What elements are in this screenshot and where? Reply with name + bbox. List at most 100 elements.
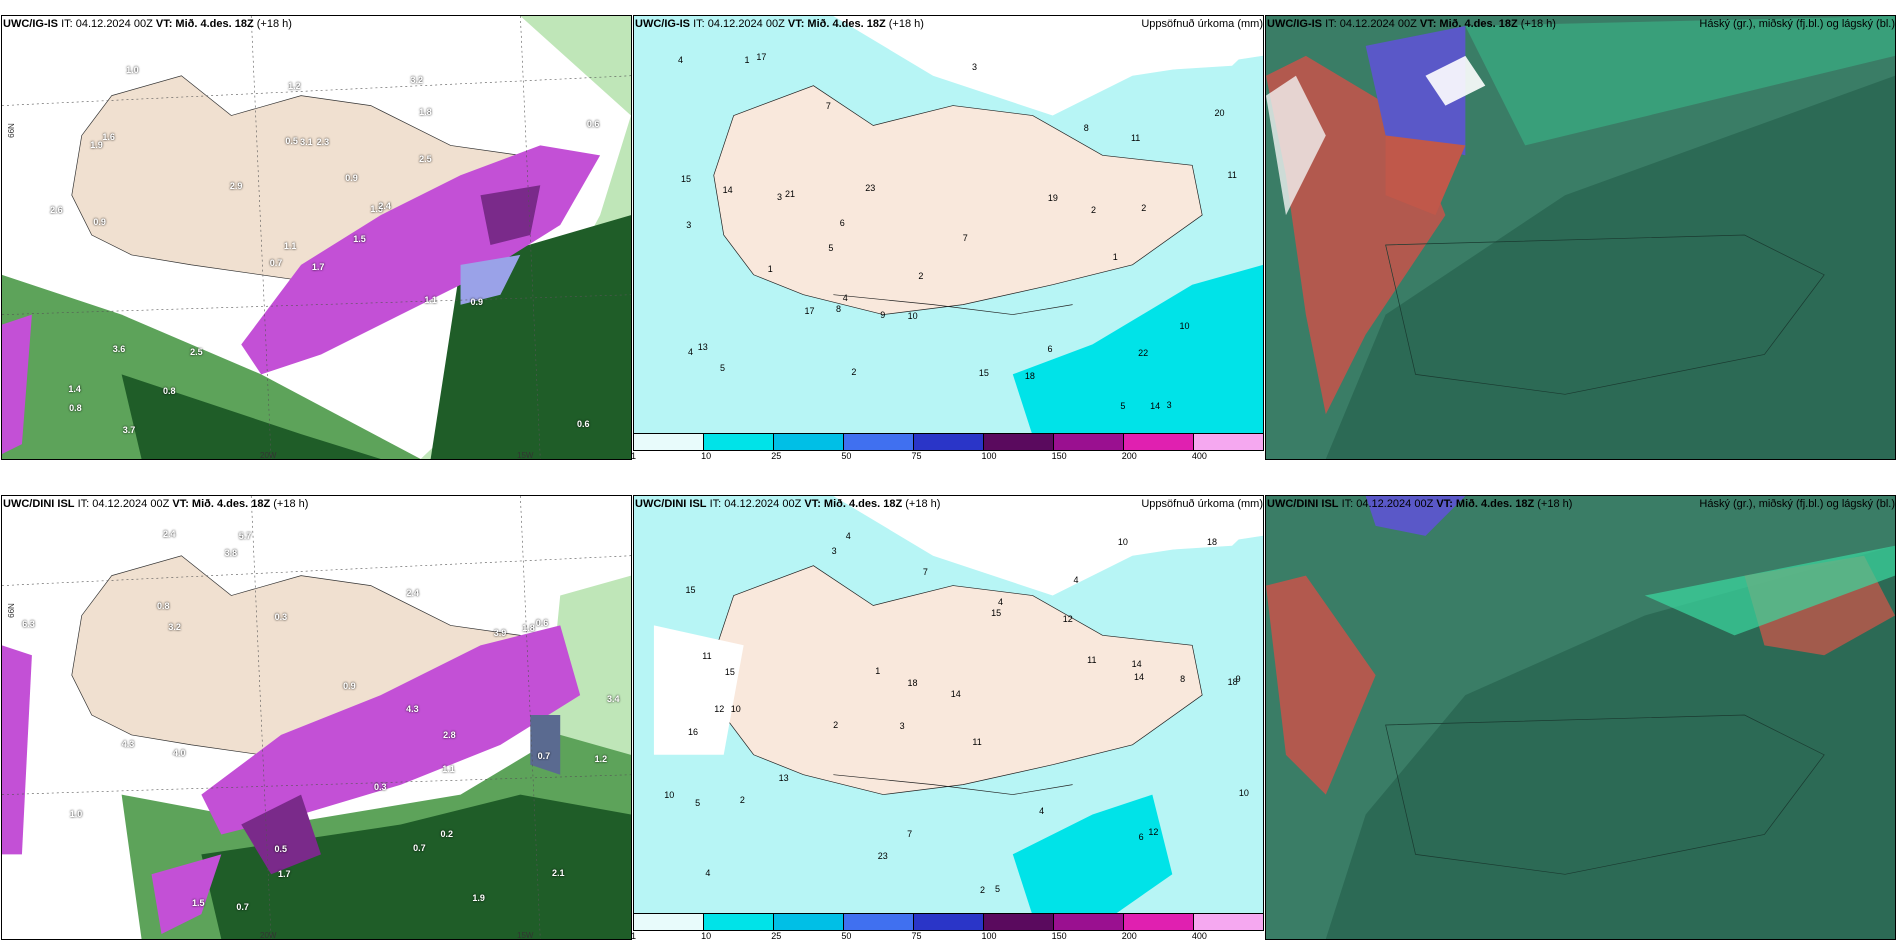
panel-header: UWC/DINI ISL IT: 04.12.2024 00Z VT: Mið.… (3, 498, 309, 510)
value-label: 20 (1214, 107, 1225, 118)
colorbar-tick: 400 (1191, 931, 1207, 941)
colorbar-segment (1054, 434, 1124, 450)
value-label: 2 (851, 367, 857, 378)
value-label: 1.7 (277, 868, 291, 879)
value-label: 3.1 (300, 136, 313, 147)
value-label: 18 (1207, 536, 1218, 547)
value-label: 2.3 (316, 136, 330, 147)
value-label: 2.4 (162, 528, 176, 539)
lat-label: 66N (6, 123, 16, 138)
value-label: 3.4 (607, 693, 620, 704)
colorbar-segment (914, 914, 984, 930)
value-label: 2 (980, 885, 986, 896)
colorbar-segment (844, 914, 914, 930)
value-label: 2.5 (190, 346, 203, 357)
value-label: 4 (678, 54, 684, 65)
value-label: 4 (1073, 574, 1079, 585)
value-label: 3 (686, 220, 692, 231)
value-label: 3.2 (410, 75, 424, 86)
value-label: 2.8 (443, 729, 456, 740)
value-label: 0.8 (156, 601, 170, 611)
value-label: 9 (1235, 673, 1241, 684)
value-label: 8 (1180, 674, 1186, 685)
colorbar-tick: 25 (771, 931, 782, 941)
value-label: 11 (972, 736, 982, 747)
value-label: 6 (1047, 344, 1053, 355)
value-label: 14 (1134, 671, 1145, 682)
value-label: 1.6 (102, 132, 115, 143)
colorbar-segment (774, 914, 844, 930)
value-label: 14 (950, 689, 961, 700)
value-label: 0.5 (285, 135, 298, 146)
value-label: 3 (777, 192, 783, 203)
value-label: 2.1 (551, 868, 565, 879)
value-label: 23 (865, 182, 876, 193)
value-label: 2.6 (50, 204, 63, 215)
value-label: 13 (697, 342, 708, 353)
value-label: 0.8 (163, 386, 176, 397)
panel-header: UWC/DINI ISL IT: 04.12.2024 00Z VT: Mið.… (1267, 498, 1573, 510)
value-label: 0.6 (586, 118, 600, 129)
value-label: 1 (744, 55, 750, 66)
value-label: 3.7 (122, 425, 136, 436)
value-label: 7 (907, 828, 913, 839)
panel-header: UWC/IG-IS IT: 04.12.2024 00Z VT: Mið. 4.… (635, 18, 924, 30)
value-label: 17 (756, 52, 767, 63)
value-label: 2 (1141, 202, 1147, 213)
panel-subtitle: Háský (gr.), miðský (fj.bl.) og lágský (… (1699, 18, 1895, 30)
value-label: 5 (720, 362, 726, 373)
colorbar-tick: 150 (1051, 451, 1067, 461)
cloud-graphic (1266, 16, 1895, 459)
value-label: 5 (1120, 400, 1126, 411)
value-label: 3.6 (112, 343, 126, 354)
cloud-map-ig-is: UWC/IG-IS IT: 04.12.2024 00Z VT: Mið. 4.… (1265, 15, 1896, 460)
value-label: 1.2 (594, 753, 608, 764)
value-label: 18 (1024, 370, 1035, 381)
precip-graphic (634, 496, 1263, 916)
value-label: 4 (688, 347, 694, 358)
colorbar-segment (1124, 434, 1194, 450)
colorbar-segment (984, 434, 1054, 450)
value-label: 0.9 (343, 681, 356, 692)
value-label: 3.8 (224, 548, 238, 559)
value-label: 1.7 (311, 261, 325, 272)
cloud-graphic (1266, 496, 1895, 939)
value-label: 4 (845, 530, 851, 541)
panel-subtitle: Uppsöfnuð úrkoma (mm) (1141, 18, 1263, 30)
value-label: 1.5 (353, 233, 366, 244)
colorbar-segment (704, 434, 774, 450)
colorbar-tick: 25 (771, 451, 782, 461)
value-label: 14 (1131, 658, 1142, 669)
colorbar-segment (844, 434, 914, 450)
value-label: 1.1 (442, 763, 455, 774)
value-label: 1 (1112, 252, 1118, 263)
value-label: 14 (1150, 400, 1161, 411)
precip-graphic (634, 16, 1263, 436)
wind-precip-graphic (2, 16, 631, 459)
lon-label: 15W (517, 451, 534, 460)
value-label: 15 (991, 607, 1002, 618)
value-label: 1.3 (370, 204, 383, 215)
value-label: 1 (767, 263, 773, 274)
value-label: 11 (1227, 170, 1237, 181)
value-label: 4.0 (172, 747, 186, 758)
panel-subtitle: Uppsöfnuð úrkoma (mm) (1141, 498, 1263, 510)
value-label: 22 (1138, 347, 1149, 358)
value-label: 5.7 (238, 531, 252, 542)
value-label: 0.9 (345, 173, 358, 184)
lon-label: 15W (517, 931, 534, 940)
colorbar-tick: 1 (631, 451, 637, 461)
value-label: 0.6 (577, 419, 590, 430)
value-label: 1.8 (419, 106, 432, 117)
value-label: 3 (971, 61, 977, 72)
value-label: 0.5 (274, 843, 288, 854)
value-label: 13 (778, 773, 789, 784)
colorbar-segment (774, 434, 844, 450)
value-label: 4 (705, 868, 711, 879)
value-label: 5 (695, 798, 701, 809)
value-label: 15 (724, 667, 735, 678)
panel-header: UWC/IG-IS IT: 04.12.2024 00Z VT: Mið. 4.… (1267, 18, 1556, 30)
colorbar-tick: 100 (981, 451, 997, 461)
value-label: 1.0 (69, 808, 83, 819)
colorbar-tick: 10 (701, 931, 712, 941)
